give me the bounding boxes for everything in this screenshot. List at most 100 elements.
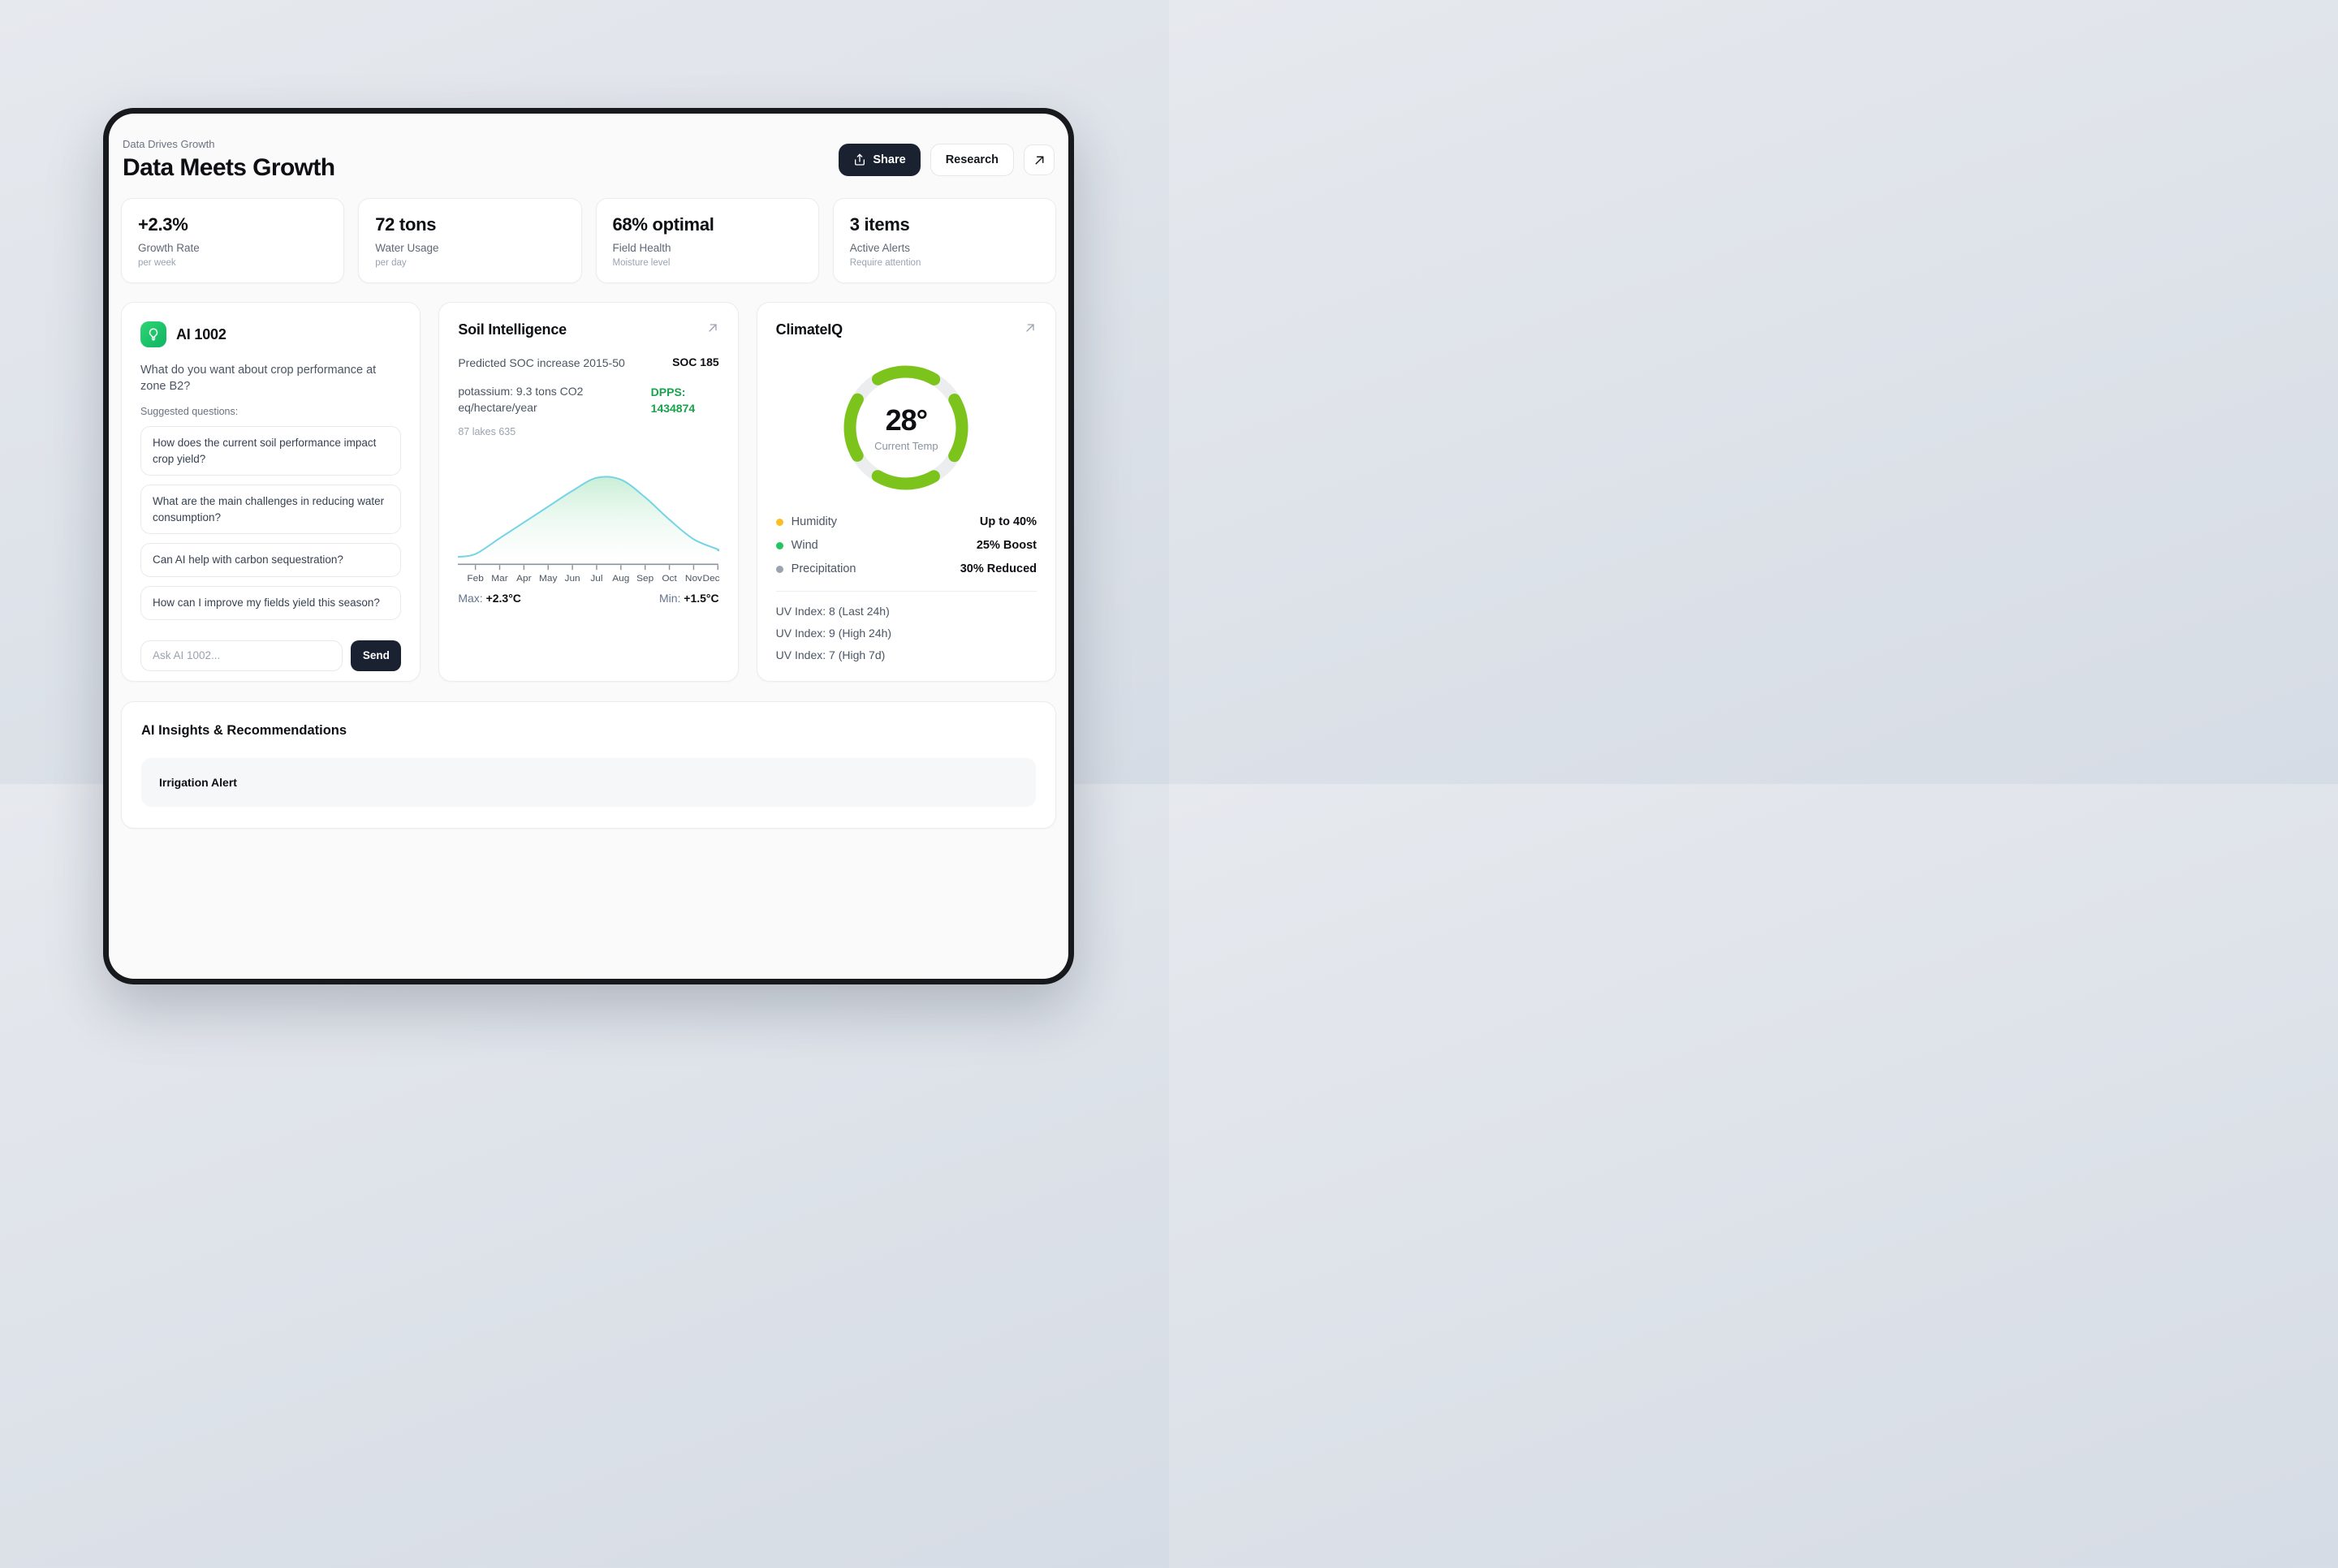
research-button[interactable]: Research — [930, 144, 1014, 176]
stats-row: +2.3% Growth Rate per week 72 tons Water… — [121, 198, 1056, 283]
open-external-button[interactable] — [1024, 144, 1055, 175]
stat-value: 72 tons — [375, 214, 437, 235]
soil-chart-container: Feb Mar Apr May Jun Jul Aug Sep Oct Nov Dec — [458, 448, 719, 584]
page-title: Data Meets Growth — [123, 154, 335, 181]
uv-index-high-7d: UV Index: 7 (High 7d) — [775, 648, 886, 661]
expand-arrow-icon — [706, 321, 719, 334]
soil-card-title: Soil Intelligence — [458, 321, 567, 338]
svg-text:May: May — [539, 574, 558, 584]
humidity-dot-icon — [775, 518, 783, 526]
uv-index-last-24h: UV Index: 8 (Last 24h) — [775, 605, 890, 618]
share-icon — [853, 153, 866, 166]
precipitation-dot-icon — [775, 565, 783, 573]
irrigation-alert-card: Irrigation Alert — [141, 758, 1036, 807]
soil-row-label: Predicted SOC increase 2015-50 — [458, 356, 625, 369]
soil-intelligence-card: Soil Intelligence Predicted SOC increase… — [438, 302, 739, 682]
climate-expand-button[interactable] — [1021, 319, 1039, 337]
stat-card-active-alerts: 3 items Active Alerts Require attention — [832, 198, 1056, 283]
research-button-label: Research — [945, 153, 999, 166]
alert-title: Irrigation Alert — [159, 776, 237, 789]
suggested-question-chip[interactable]: Can AI help with carbon sequestration? — [140, 543, 402, 577]
suggested-question-chip[interactable]: How can I improve my fields yield this s… — [140, 585, 402, 620]
stat-card-growth-rate: +2.3% Growth Rate per week — [121, 198, 345, 283]
stat-sublabel: Require attention — [849, 258, 921, 268]
stat-sublabel: Moisture level — [612, 258, 671, 268]
svg-text:Dec: Dec — [703, 574, 719, 584]
gauge-center: 28° Current Temp — [837, 359, 975, 497]
stat-card-water-usage: 72 tons Water Usage per day — [358, 198, 582, 283]
soil-area-chart: Feb Mar Apr May Jun Jul Aug Sep Oct Nov Dec — [458, 476, 719, 584]
max-temp: Max: +2.3°C — [458, 592, 521, 605]
soil-row-label: potassium: 9.3 tons CO2 eq/hectare/year — [458, 384, 584, 414]
metric-wind: Wind 25% Boost — [775, 539, 1037, 552]
stat-label: Growth Rate — [138, 242, 200, 254]
metric-value: Up to 40% — [979, 515, 1037, 528]
header-eyebrow: Data Drives Growth — [123, 138, 215, 150]
x-axis-labels: Feb Mar Apr May Jun Jul Aug Sep Oct Nov Dec — [468, 574, 719, 584]
ai-card-title: AI 1002 — [176, 325, 226, 342]
header-actions: Share Research — [839, 144, 1055, 176]
metric-value: 30% Reduced — [960, 562, 1037, 575]
current-temp-value: 28° — [885, 403, 928, 437]
suggested-question-chip[interactable]: What are the main challenges in reducing… — [140, 485, 402, 535]
stat-label: Water Usage — [375, 242, 439, 254]
dashboard-surface: Data Drives Growth Data Meets Growth Sha… — [109, 114, 1068, 979]
share-button-label: Share — [873, 153, 906, 166]
stat-card-field-health: 68% optimal Field Health Moisture level — [595, 198, 819, 283]
send-button[interactable]: Send — [351, 640, 402, 671]
metric-value: 25% Boost — [976, 539, 1037, 552]
climate-card-title: ClimateIQ — [775, 321, 843, 338]
metric-label: Precipitation — [791, 562, 856, 575]
stat-value: 68% optimal — [612, 214, 714, 235]
soil-row: Predicted SOC increase 2015-50 SOC 185 — [458, 355, 718, 372]
stat-label: Field Health — [612, 242, 671, 254]
climate-metrics: Humidity Up to 40% Wind 25% Boost Precip… — [775, 515, 1037, 575]
x-axis-ticks — [475, 565, 719, 571]
stat-sublabel: per week — [138, 258, 176, 268]
stat-value: 3 items — [849, 214, 910, 235]
ask-ai-input[interactable] — [140, 640, 343, 671]
ai-insights-section: AI Insights & Recommendations Irrigation… — [121, 701, 1056, 829]
svg-text:Jun: Jun — [565, 574, 580, 584]
soil-note: 87 lakes 635 — [458, 426, 516, 438]
max-min-row: Max: +2.3°C Min: +1.5°C — [458, 592, 718, 605]
svg-text:Mar: Mar — [492, 574, 509, 584]
temperature-gauge: 28° Current Temp — [837, 359, 975, 497]
min-temp: Min: +1.5°C — [658, 592, 719, 605]
ai-card-header: AI 1002 — [140, 321, 401, 347]
insights-title: AI Insights & Recommendations — [141, 723, 347, 738]
svg-text:Feb: Feb — [468, 574, 484, 584]
uv-index-high-24h: UV Index: 9 (High 24h) — [775, 627, 892, 640]
stat-value: +2.3% — [138, 214, 188, 235]
stat-label: Active Alerts — [849, 242, 911, 254]
wind-dot-icon — [775, 541, 783, 549]
metric-label: Wind — [791, 539, 818, 552]
soil-row: potassium: 9.3 tons CO2 eq/hectare/year … — [458, 384, 718, 417]
ask-row: Send — [140, 640, 402, 671]
soil-row-value-dpps: DPPS: 1434874 — [650, 385, 696, 416]
header-titles: Data Drives Growth Data Meets Growth — [123, 138, 335, 182]
svg-text:Aug: Aug — [613, 574, 630, 584]
ai-assistant-card: AI 1002 What do you want about crop perf… — [121, 302, 421, 682]
metric-label: Humidity — [791, 515, 838, 528]
metric-humidity: Humidity Up to 40% — [775, 515, 1037, 528]
stat-sublabel: per day — [375, 258, 407, 268]
external-link-icon — [1033, 153, 1046, 167]
share-button[interactable]: Share — [839, 144, 921, 176]
svg-text:Oct: Oct — [662, 574, 678, 584]
svg-text:Jul: Jul — [591, 574, 603, 584]
expand-arrow-icon — [1024, 321, 1037, 334]
suggested-questions-label: Suggested questions: — [140, 406, 239, 418]
svg-text:Sep: Sep — [636, 574, 654, 584]
climateiq-card: ClimateIQ 28° Current Temp — [756, 302, 1056, 682]
lightbulb-icon — [140, 321, 166, 347]
dashboard-window: Data Drives Growth Data Meets Growth Sha… — [103, 108, 1074, 984]
metric-precipitation: Precipitation 30% Reduced — [775, 562, 1037, 575]
svg-text:Nov: Nov — [685, 574, 702, 584]
soil-expand-button[interactable] — [704, 319, 722, 337]
suggested-question-chip[interactable]: How does the current soil performance im… — [140, 426, 402, 476]
header: Data Drives Growth Data Meets Growth Sha… — [121, 138, 1056, 182]
soil-row-value: SOC 185 — [672, 355, 719, 368]
current-temp-label: Current Temp — [874, 440, 938, 452]
ai-question-text: What do you want about crop performance … — [140, 364, 377, 393]
